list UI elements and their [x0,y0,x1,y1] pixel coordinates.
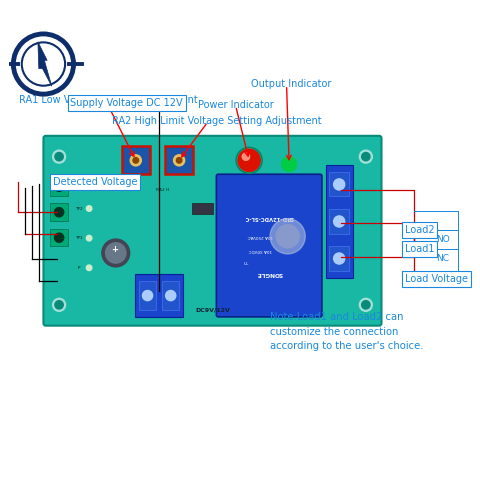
Text: Load Voltage: Load Voltage [405,275,468,284]
Circle shape [53,150,66,163]
Circle shape [106,243,126,263]
Circle shape [276,225,299,248]
FancyBboxPatch shape [329,209,349,233]
Circle shape [238,149,260,171]
FancyBboxPatch shape [165,146,193,174]
Circle shape [55,300,63,309]
Text: UL: UL [243,262,249,266]
Circle shape [174,155,185,166]
Text: TP3: TP3 [75,177,83,181]
Text: Detected Voltage: Detected Voltage [53,177,137,187]
FancyBboxPatch shape [44,136,382,325]
Circle shape [54,233,64,242]
Text: 10A 30VDC: 10A 30VDC [248,248,272,252]
Circle shape [53,299,66,312]
Circle shape [133,157,139,163]
Text: P: P [78,266,80,270]
Circle shape [86,176,92,181]
Text: RA1 L: RA1 L [113,188,125,192]
Text: SRD-12VDC-SL-C: SRD-12VDC-SL-C [244,215,294,220]
Circle shape [360,299,372,312]
Text: Supply Voltage DC 12V: Supply Voltage DC 12V [71,98,183,108]
Circle shape [55,153,63,161]
FancyBboxPatch shape [122,146,150,174]
Circle shape [102,239,130,267]
Circle shape [86,235,92,241]
Text: 10A 250VAC: 10A 250VAC [247,234,273,238]
Text: NO: NO [436,235,450,244]
Circle shape [361,300,370,309]
FancyBboxPatch shape [329,172,349,196]
Text: NC: NC [437,254,450,263]
Text: TP2: TP2 [75,206,83,211]
Text: DC9V/12V: DC9V/12V [195,308,230,313]
Circle shape [130,155,141,166]
FancyBboxPatch shape [162,281,180,310]
FancyBboxPatch shape [139,281,156,310]
Text: +: + [111,245,119,254]
FancyBboxPatch shape [50,204,68,221]
Text: RA1 Low Voltage Setting Adjustment: RA1 Low Voltage Setting Adjustment [19,95,198,105]
Text: RA2 High Limit Voltage Setting Adjustment: RA2 High Limit Voltage Setting Adjustmen… [112,116,322,126]
FancyBboxPatch shape [50,229,68,247]
Circle shape [86,206,92,211]
Text: Note:Load1 and Load2 can
customize the connection
according to the user's choice: Note:Load1 and Load2 can customize the c… [270,312,424,351]
FancyBboxPatch shape [325,165,353,278]
Circle shape [270,219,305,254]
Circle shape [242,153,250,160]
Circle shape [334,179,345,190]
Circle shape [334,253,345,264]
FancyBboxPatch shape [216,174,322,317]
Circle shape [282,156,297,171]
Circle shape [176,157,182,163]
FancyBboxPatch shape [135,274,183,317]
Circle shape [143,290,153,300]
Circle shape [54,182,64,192]
Circle shape [86,265,92,271]
Text: Power Indicator: Power Indicator [198,100,274,110]
Circle shape [54,207,64,217]
Text: Output Indicator: Output Indicator [251,79,331,89]
Text: SONGLE: SONGLE [256,271,282,276]
Text: Load1: Load1 [405,244,434,254]
Circle shape [166,290,176,300]
Circle shape [334,216,345,227]
FancyBboxPatch shape [329,247,349,271]
Text: RA2 H: RA2 H [156,188,169,192]
Text: Load2: Load2 [405,225,434,235]
Circle shape [361,153,370,161]
Polygon shape [38,42,52,86]
Text: TP1: TP1 [75,236,83,240]
FancyBboxPatch shape [192,204,213,214]
Circle shape [360,150,372,163]
FancyBboxPatch shape [50,178,68,195]
